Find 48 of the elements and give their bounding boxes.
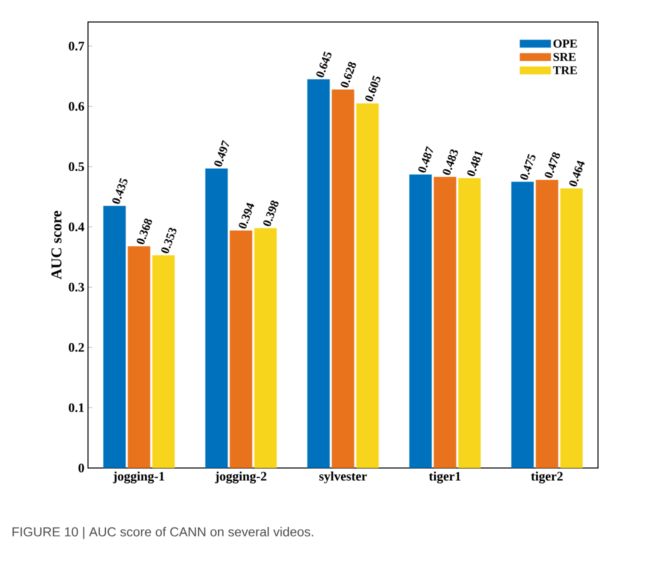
data-label: 0.497 bbox=[214, 140, 229, 166]
y-tick-label: 0.6 bbox=[68, 102, 84, 111]
legend-label: TRE bbox=[553, 66, 577, 74]
bar bbox=[434, 176, 456, 468]
caption: FIGURE 10 | AUC score of CANN on several videos. bbox=[12, 526, 314, 540]
data-label: 0.394 bbox=[238, 202, 254, 229]
bar bbox=[205, 168, 228, 468]
data-label: 0.645 bbox=[316, 52, 332, 78]
data-label: 0.475 bbox=[520, 154, 536, 180]
data-label: 0.464 bbox=[569, 160, 585, 186]
bar bbox=[103, 206, 126, 468]
data-label: 0.605 bbox=[365, 76, 380, 102]
x-tick-label: tiger2 bbox=[531, 472, 563, 484]
data-label: 0.398 bbox=[263, 200, 278, 226]
x-tick-label: jogging-2 bbox=[214, 472, 266, 484]
y-tick-label: 0.3 bbox=[68, 282, 84, 292]
bar bbox=[152, 255, 175, 468]
data-label: 0.435 bbox=[112, 178, 128, 204]
data-label: 0.368 bbox=[136, 218, 152, 244]
x-tick-label: tiger1 bbox=[429, 472, 461, 484]
data-label: 0.628 bbox=[340, 62, 356, 88]
data-label: 0.481 bbox=[467, 151, 483, 176]
bar bbox=[356, 103, 379, 468]
bar bbox=[536, 180, 558, 468]
bar bbox=[128, 246, 150, 468]
y-tick-label: 0 bbox=[78, 464, 84, 472]
x-tick-label: jogging-1 bbox=[112, 472, 164, 484]
x-tick-label: sylvester bbox=[319, 472, 367, 484]
y-axis-title: AUC score bbox=[51, 210, 62, 280]
y-tick-label: 0.7 bbox=[68, 42, 84, 51]
data-label: 0.353 bbox=[161, 228, 176, 254]
bar bbox=[332, 89, 354, 468]
bar bbox=[511, 182, 534, 468]
bar bbox=[307, 79, 330, 468]
bar bbox=[458, 178, 481, 468]
bar bbox=[560, 188, 583, 468]
y-tick-label: 0.1 bbox=[68, 403, 84, 412]
y-tick-label: 0.5 bbox=[68, 162, 84, 172]
legend-label: SRE bbox=[554, 52, 576, 61]
legend-label: OPE bbox=[554, 40, 577, 48]
data-label: 0.487 bbox=[418, 146, 433, 172]
y-tick-label: 0.4 bbox=[68, 222, 84, 232]
bar bbox=[230, 230, 252, 468]
data-label: 0.478 bbox=[544, 152, 560, 178]
data-label: 0.483 bbox=[442, 149, 458, 175]
y-tick-label: 0.2 bbox=[68, 343, 84, 352]
bar bbox=[409, 174, 432, 468]
bar bbox=[254, 228, 277, 468]
